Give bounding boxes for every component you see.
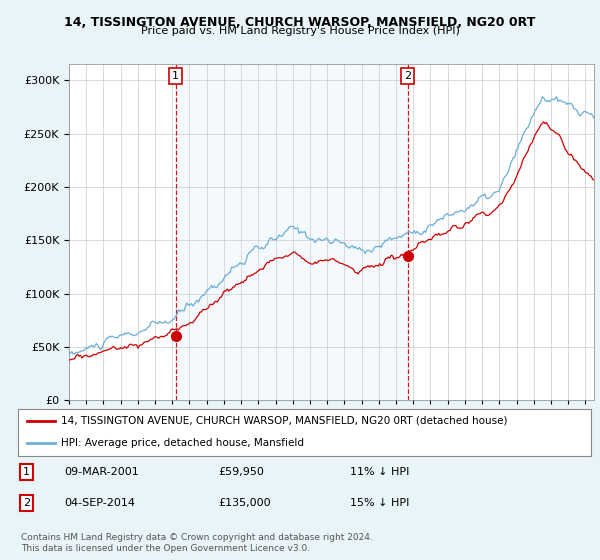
Text: 14, TISSINGTON AVENUE, CHURCH WARSOP, MANSFIELD, NG20 0RT (detached house): 14, TISSINGTON AVENUE, CHURCH WARSOP, MA… (61, 416, 508, 426)
Text: Contains HM Land Registry data © Crown copyright and database right 2024.
This d: Contains HM Land Registry data © Crown c… (21, 533, 373, 553)
Text: HPI: Average price, detached house, Mansfield: HPI: Average price, detached house, Mans… (61, 438, 304, 448)
Bar (176, 64, 407, 400)
Text: Price paid vs. HM Land Registry's House Price Index (HPI): Price paid vs. HM Land Registry's House … (140, 26, 460, 36)
Text: £135,000: £135,000 (218, 498, 271, 508)
Text: 1: 1 (172, 71, 179, 81)
Text: £59,950: £59,950 (218, 467, 265, 477)
Text: 2: 2 (23, 498, 30, 508)
Text: 15% ↓ HPI: 15% ↓ HPI (350, 498, 410, 508)
Text: 2: 2 (404, 71, 411, 81)
Text: 04-SEP-2014: 04-SEP-2014 (64, 498, 135, 508)
Text: 14, TISSINGTON AVENUE, CHURCH WARSOP, MANSFIELD, NG20 0RT: 14, TISSINGTON AVENUE, CHURCH WARSOP, MA… (64, 16, 536, 29)
Text: 1: 1 (23, 467, 30, 477)
Text: 11% ↓ HPI: 11% ↓ HPI (350, 467, 410, 477)
Text: 09-MAR-2001: 09-MAR-2001 (64, 467, 139, 477)
